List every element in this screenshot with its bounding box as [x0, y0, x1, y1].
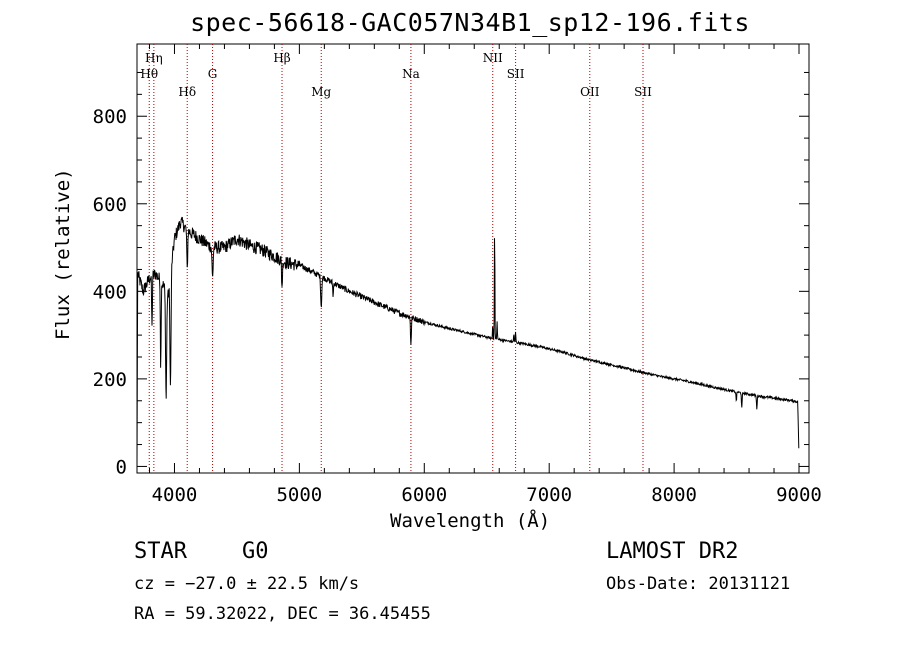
spectral-line-labels: Hη Hθ Hδ G Hβ Mg Na NII SII OII SII [140, 51, 652, 99]
plot-border [136, 43, 810, 474]
y-axis-label: Flux (relative) [52, 168, 74, 340]
line-marker-label: Hη [145, 51, 163, 65]
x-tick-label: 8000 [651, 484, 697, 506]
line-marker-label: SII [634, 85, 652, 99]
plot-frame [136, 43, 810, 474]
line-marker-label: G [208, 67, 218, 81]
y-tick-label: 600 [93, 194, 127, 216]
observation-date: Obs-Date: 20131121 [606, 574, 791, 594]
object-class: STAR [134, 539, 187, 564]
axis-tick-labels: 4000 5000 6000 7000 8000 9000 0 200 400 600 800 [93, 106, 822, 506]
line-marker-label: Na [402, 67, 420, 81]
line-marker-label: Hδ [178, 85, 196, 99]
line-marker-label: SII [507, 67, 525, 81]
spectral-line-markers [148, 44, 644, 473]
line-marker-label: Mg [311, 85, 331, 99]
axis-ticks [137, 44, 809, 473]
survey-name: LAMOST DR2 [606, 539, 739, 564]
line-marker-label: NII [483, 51, 503, 65]
line-marker-label: OII [580, 85, 600, 99]
line-marker-label: Hβ [273, 51, 290, 65]
line-marker-label: Hθ [140, 67, 158, 81]
y-tick-label: 200 [93, 369, 127, 391]
y-tick-label: 0 [116, 456, 127, 478]
x-tick-label: 9000 [776, 484, 822, 506]
y-tick-label: 400 [93, 281, 127, 303]
x-tick-label: 6000 [401, 484, 447, 506]
chart-title: spec-56618-GAC057N34B1_sp12-196.fits [190, 8, 750, 37]
coordinates-readout: RA = 59.32022, DEC = 36.45455 [134, 604, 431, 624]
x-tick-label: 5000 [276, 484, 322, 506]
x-tick-label: 7000 [526, 484, 572, 506]
redshift-readout: cz = −27.0 ± 22.5 km/s [134, 574, 360, 594]
y-tick-label: 800 [93, 106, 127, 128]
flux-series-line [136, 216, 800, 467]
object-subclass: G0 [242, 539, 269, 564]
x-tick-label: 4000 [152, 484, 198, 506]
x-axis-label: Wavelength (Å) [390, 510, 551, 532]
